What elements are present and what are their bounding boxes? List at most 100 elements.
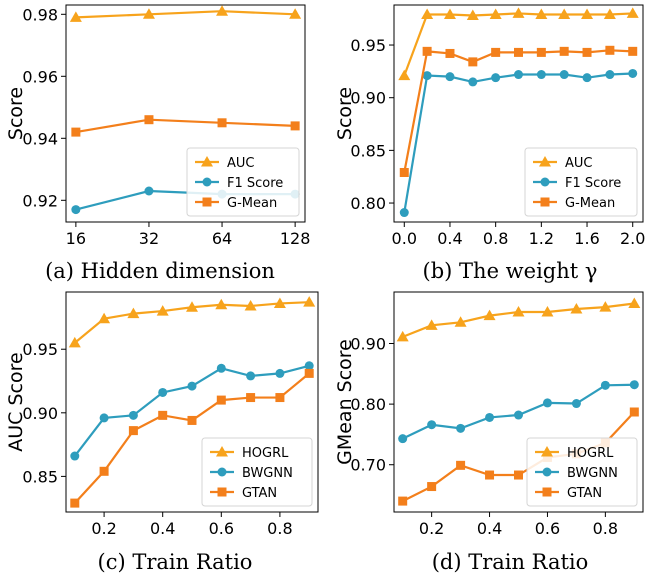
data-point-circle xyxy=(583,73,592,82)
y-axis-label: Score xyxy=(334,87,356,140)
data-point-square xyxy=(605,46,614,55)
legend-circle-marker xyxy=(543,468,552,477)
x-tick-label: 0.6 xyxy=(535,519,560,538)
y-tick-label: 0.94 xyxy=(22,129,58,148)
legend-label: G-Mean xyxy=(227,196,277,211)
data-point-circle xyxy=(275,369,284,378)
legend-label: F1 Score xyxy=(227,176,283,191)
data-point-circle xyxy=(246,371,255,380)
data-point-circle xyxy=(485,413,494,422)
x-tick-label: 64 xyxy=(212,229,232,248)
data-point-circle xyxy=(630,380,639,389)
y-tick-label: 0.96 xyxy=(22,67,58,86)
x-tick-label: 0.2 xyxy=(91,519,116,538)
data-point-square xyxy=(514,471,523,480)
data-point-circle xyxy=(445,72,454,81)
legend-label: GTAN xyxy=(242,486,277,501)
series-line-3 xyxy=(76,120,295,132)
y-axis-label: AUC Score xyxy=(5,352,27,451)
legend-circle-marker xyxy=(218,468,227,477)
chart-1: 0.92 0.94 0.96 0.98 16 32 64 128 Score (a) Hidden… xyxy=(5,5,310,283)
data-point-square xyxy=(400,168,409,177)
data-point-circle xyxy=(514,70,523,79)
data-point-circle xyxy=(70,452,79,461)
legend-square-marker xyxy=(203,198,212,207)
subplot-caption: (c) Train Ratio xyxy=(98,550,253,574)
data-point-square xyxy=(485,471,494,480)
x-tick-label: 1.2 xyxy=(529,229,554,248)
data-point-circle xyxy=(400,208,409,217)
data-point-circle xyxy=(144,187,153,196)
x-tick-label: 1.6 xyxy=(574,229,599,248)
legend: AUC F1 Score G-Mean xyxy=(187,148,299,216)
data-point-circle xyxy=(217,364,226,373)
x-tick-label: 0.4 xyxy=(150,519,175,538)
legend-label: HOGRL xyxy=(242,446,289,461)
data-point-circle xyxy=(456,424,465,433)
data-point-square xyxy=(100,467,109,476)
legend-square-marker xyxy=(541,198,550,207)
legend-label: HOGRL xyxy=(567,446,614,461)
legend-label: BWGNN xyxy=(567,466,618,481)
y-tick-label: 0.98 xyxy=(22,5,58,24)
x-tick-label: 0.0 xyxy=(392,229,417,248)
data-point-circle xyxy=(605,70,614,79)
x-tick-label: 128 xyxy=(280,229,311,248)
data-point-square xyxy=(630,408,639,417)
x-tick-label: 0.4 xyxy=(477,519,502,538)
y-tick-label: 0.90 xyxy=(22,404,58,423)
x-tick-label: 0.2 xyxy=(419,519,444,538)
data-point-square xyxy=(71,128,80,137)
x-tick-label: 0.4 xyxy=(437,229,462,248)
data-point-square xyxy=(468,57,477,66)
data-point-circle xyxy=(491,73,500,82)
data-point-square xyxy=(491,48,500,57)
data-point-square xyxy=(188,416,197,425)
chart-4: 0.70 0.80 0.90 0.2 0.4 0.6 0.8 GMean Score (d) T… xyxy=(334,292,643,574)
data-point-square xyxy=(514,48,523,57)
data-point-square xyxy=(628,47,637,56)
data-point-square xyxy=(291,121,300,130)
legend-label: G-Mean xyxy=(565,196,615,211)
data-point-circle xyxy=(129,411,138,420)
x-tick-label: 2.0 xyxy=(620,229,645,248)
x-tick-label: 0.8 xyxy=(267,519,292,538)
legend-label: AUC xyxy=(227,156,255,171)
legend-circle-marker xyxy=(541,178,550,187)
x-tick-label: 0.8 xyxy=(483,229,508,248)
legend-label: AUC xyxy=(565,156,593,171)
legend: HOGRL BWGNN GTAN xyxy=(527,438,637,506)
y-axis-label: GMean Score xyxy=(334,339,356,465)
legend-square-marker xyxy=(543,488,552,497)
x-tick-label: 32 xyxy=(139,229,159,248)
legend-circle-marker xyxy=(203,178,212,187)
y-axis-label: Score xyxy=(5,87,27,140)
data-point-circle xyxy=(628,69,637,78)
subplot-caption: (b) The weight γ xyxy=(423,259,598,283)
data-point-square xyxy=(246,393,255,402)
data-point-circle xyxy=(427,420,436,429)
data-point-square xyxy=(129,426,138,435)
data-point-circle xyxy=(188,382,197,391)
data-point-square xyxy=(158,411,167,420)
legend: AUC F1 Score G-Mean xyxy=(525,148,637,216)
data-point-circle xyxy=(158,388,167,397)
data-point-square xyxy=(427,482,436,491)
data-point-circle xyxy=(468,77,477,86)
data-point-circle xyxy=(514,411,523,420)
series-line-1 xyxy=(76,11,295,17)
x-tick-label: 0.6 xyxy=(209,519,234,538)
subplot-caption: (a) Hidden dimension xyxy=(45,259,275,283)
data-point-circle xyxy=(398,434,407,443)
chart-3: 0.85 0.90 0.95 0.2 0.4 0.6 0.8 AUC Score (c) Tra… xyxy=(5,292,318,574)
y-tick-label: 0.95 xyxy=(350,36,386,55)
data-point-square xyxy=(218,118,227,127)
legend: HOGRL BWGNN GTAN xyxy=(202,438,312,506)
data-point-circle xyxy=(572,399,581,408)
legend-label: GTAN xyxy=(567,486,602,501)
x-tick-label: 0.8 xyxy=(593,519,618,538)
data-point-circle xyxy=(537,70,546,79)
y-tick-label: 0.85 xyxy=(22,467,58,486)
data-point-circle xyxy=(543,398,552,407)
